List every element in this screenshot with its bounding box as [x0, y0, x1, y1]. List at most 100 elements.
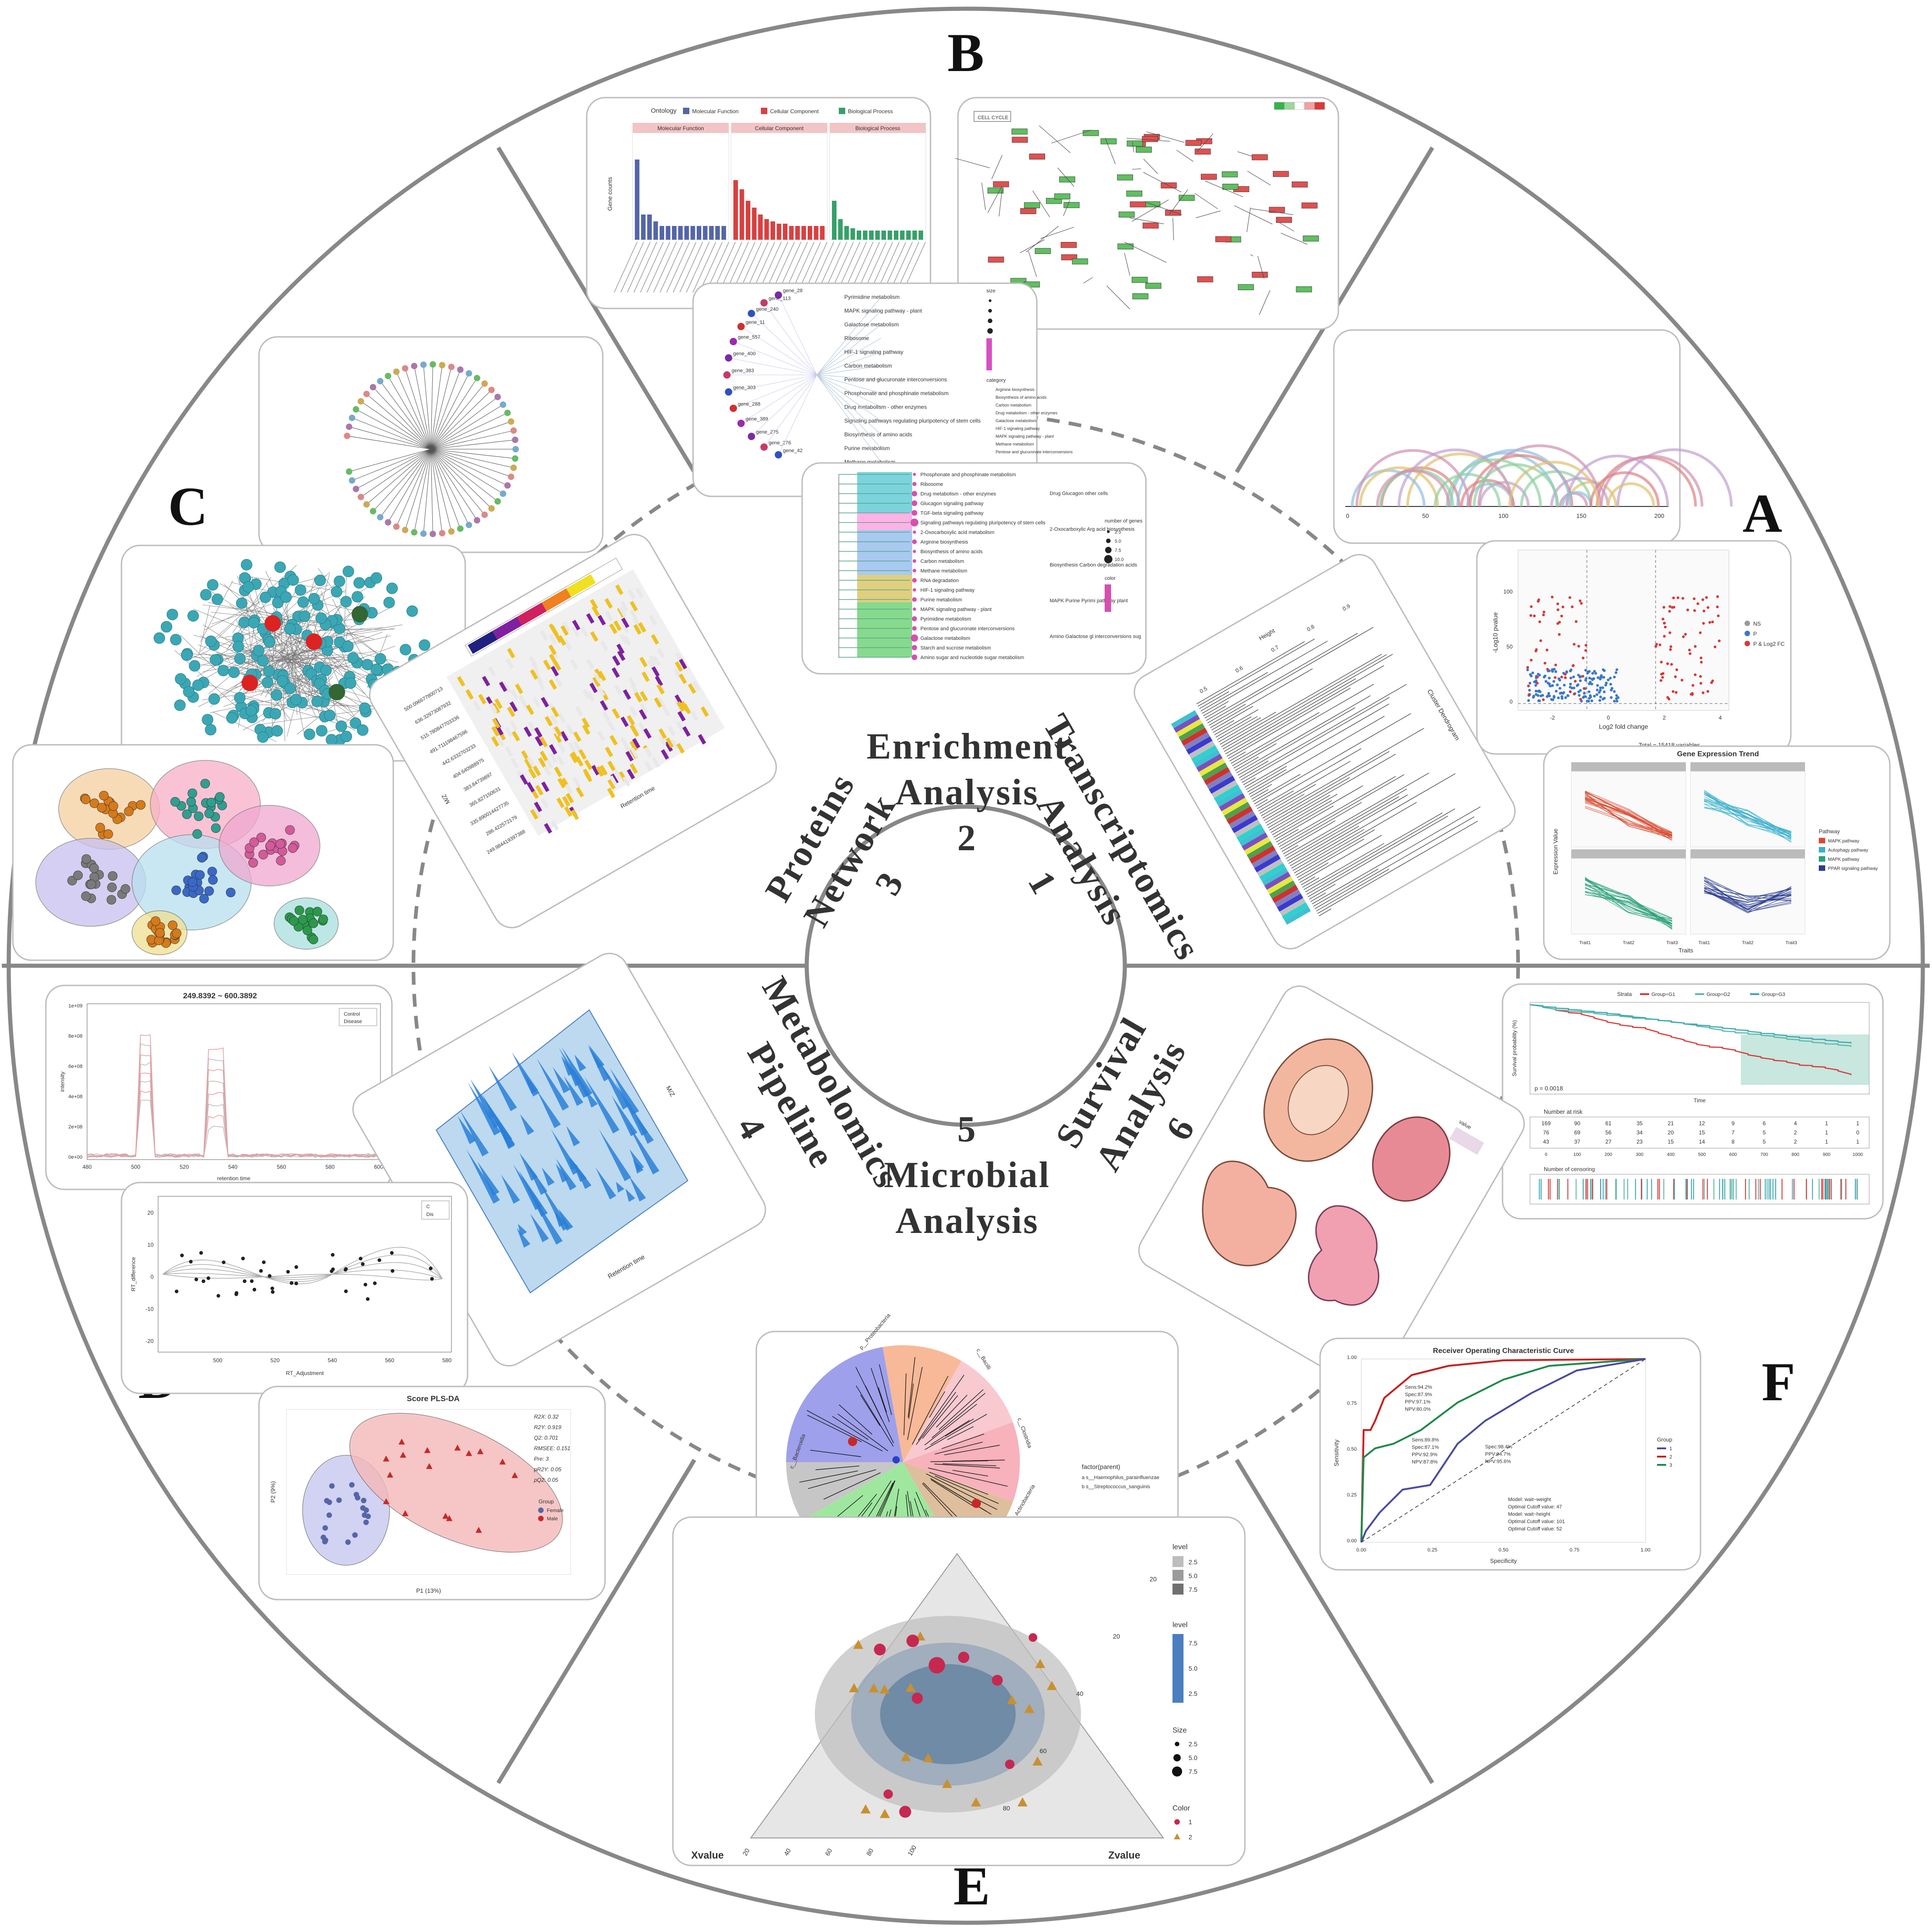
axis-label: Specificity — [1490, 1557, 1517, 1564]
trend-line — [1704, 790, 1792, 841]
pathway-edge — [981, 182, 986, 210]
pathway-edge — [1132, 142, 1134, 153]
term-label: Drug metabolism - other enzymes — [844, 404, 927, 410]
heat-cell — [540, 798, 549, 809]
heat-cell — [639, 656, 648, 668]
branch — [1315, 816, 1475, 909]
pathway-edge — [1039, 125, 1071, 153]
branch — [1298, 863, 1329, 880]
branch — [1217, 716, 1258, 740]
branch — [430, 430, 514, 450]
panel-letter-f: F — [1761, 1351, 1795, 1412]
heat-cell — [520, 774, 528, 785]
heat-cell — [506, 658, 514, 669]
point — [1674, 675, 1677, 678]
label: Cellular Component — [770, 108, 819, 115]
point — [1554, 663, 1557, 666]
bar — [857, 231, 861, 240]
heat-cell — [607, 779, 616, 790]
node — [256, 832, 266, 842]
heat-cell — [676, 743, 685, 754]
trend-line — [1704, 880, 1792, 902]
tick-label: Trait2 — [1742, 941, 1754, 946]
point — [1696, 602, 1700, 605]
label: 1 — [1669, 1446, 1672, 1452]
divider-line — [496, 146, 696, 473]
branch — [1198, 638, 1315, 707]
heat-cell — [570, 659, 578, 670]
peak — [616, 1182, 625, 1193]
gene-box — [1194, 149, 1211, 155]
branch — [925, 1414, 987, 1450]
legend-swatch — [761, 108, 767, 114]
branch — [388, 376, 431, 450]
leaf-node — [457, 366, 464, 373]
gene-box — [1251, 154, 1268, 160]
bar — [875, 231, 880, 240]
cluster-band — [857, 575, 912, 602]
rt-curve — [162, 1247, 443, 1284]
module-color — [1214, 784, 1240, 803]
heat-cell — [634, 692, 643, 703]
node — [81, 854, 91, 864]
tick-label-stub — [699, 242, 723, 293]
module-color — [1196, 754, 1223, 772]
module-color — [1194, 749, 1220, 768]
branch — [929, 1472, 989, 1495]
branch — [430, 449, 492, 509]
label: Arginine biosynthesis — [996, 387, 1035, 392]
protein-node — [280, 591, 292, 603]
branch — [1211, 706, 1253, 731]
point — [390, 1251, 394, 1255]
branch — [1290, 825, 1360, 866]
heat-cell — [627, 769, 635, 780]
module-color — [1254, 854, 1281, 873]
protein-node — [418, 639, 430, 651]
branch — [1254, 713, 1411, 804]
heat-cell — [630, 684, 639, 695]
heat-cell — [593, 672, 602, 683]
arc — [1520, 470, 1593, 507]
term-dot — [912, 597, 917, 602]
pathway-edge — [1106, 286, 1130, 309]
gene-box — [1252, 272, 1268, 278]
heat-cell — [544, 823, 552, 834]
branch — [942, 1463, 996, 1466]
edge — [260, 708, 378, 725]
module-color — [1201, 762, 1228, 781]
mz-heatmap: 500.096677800713636.32973087932515.78084… — [369, 534, 777, 929]
clade-sector — [882, 1345, 962, 1462]
branch — [430, 449, 469, 525]
protein-node — [287, 574, 299, 586]
legend-entry: C — [426, 1204, 430, 1210]
gene-box — [1072, 258, 1088, 264]
plot-title: Receiver Operating Characteristic Curve — [1433, 1347, 1574, 1355]
legend-entry: Dis — [426, 1212, 434, 1217]
heat-cell — [607, 760, 616, 771]
leaf-node — [358, 494, 364, 501]
node — [99, 791, 109, 801]
branch — [1246, 766, 1287, 790]
bar — [776, 224, 782, 240]
branch — [807, 1410, 883, 1452]
section-title-line: 5 — [958, 1109, 977, 1150]
tick-label: 540 — [228, 1164, 237, 1170]
tick-label: 0.75 — [1569, 1547, 1579, 1553]
branch — [879, 1364, 892, 1415]
branch — [1262, 794, 1305, 819]
point — [373, 1281, 377, 1285]
facet-panel — [1690, 858, 1805, 935]
node — [288, 843, 298, 853]
node — [197, 853, 207, 863]
node — [89, 863, 99, 873]
card-frame — [957, 97, 1339, 330]
branch — [1264, 728, 1424, 821]
heat-cell — [562, 796, 571, 807]
male-point — [446, 1515, 453, 1521]
branch — [1319, 908, 1332, 916]
heat-cell — [587, 691, 595, 702]
point-color-1 — [874, 1644, 886, 1656]
module-color — [1226, 806, 1253, 825]
heat-cell — [595, 766, 604, 777]
protein-node — [264, 636, 275, 648]
